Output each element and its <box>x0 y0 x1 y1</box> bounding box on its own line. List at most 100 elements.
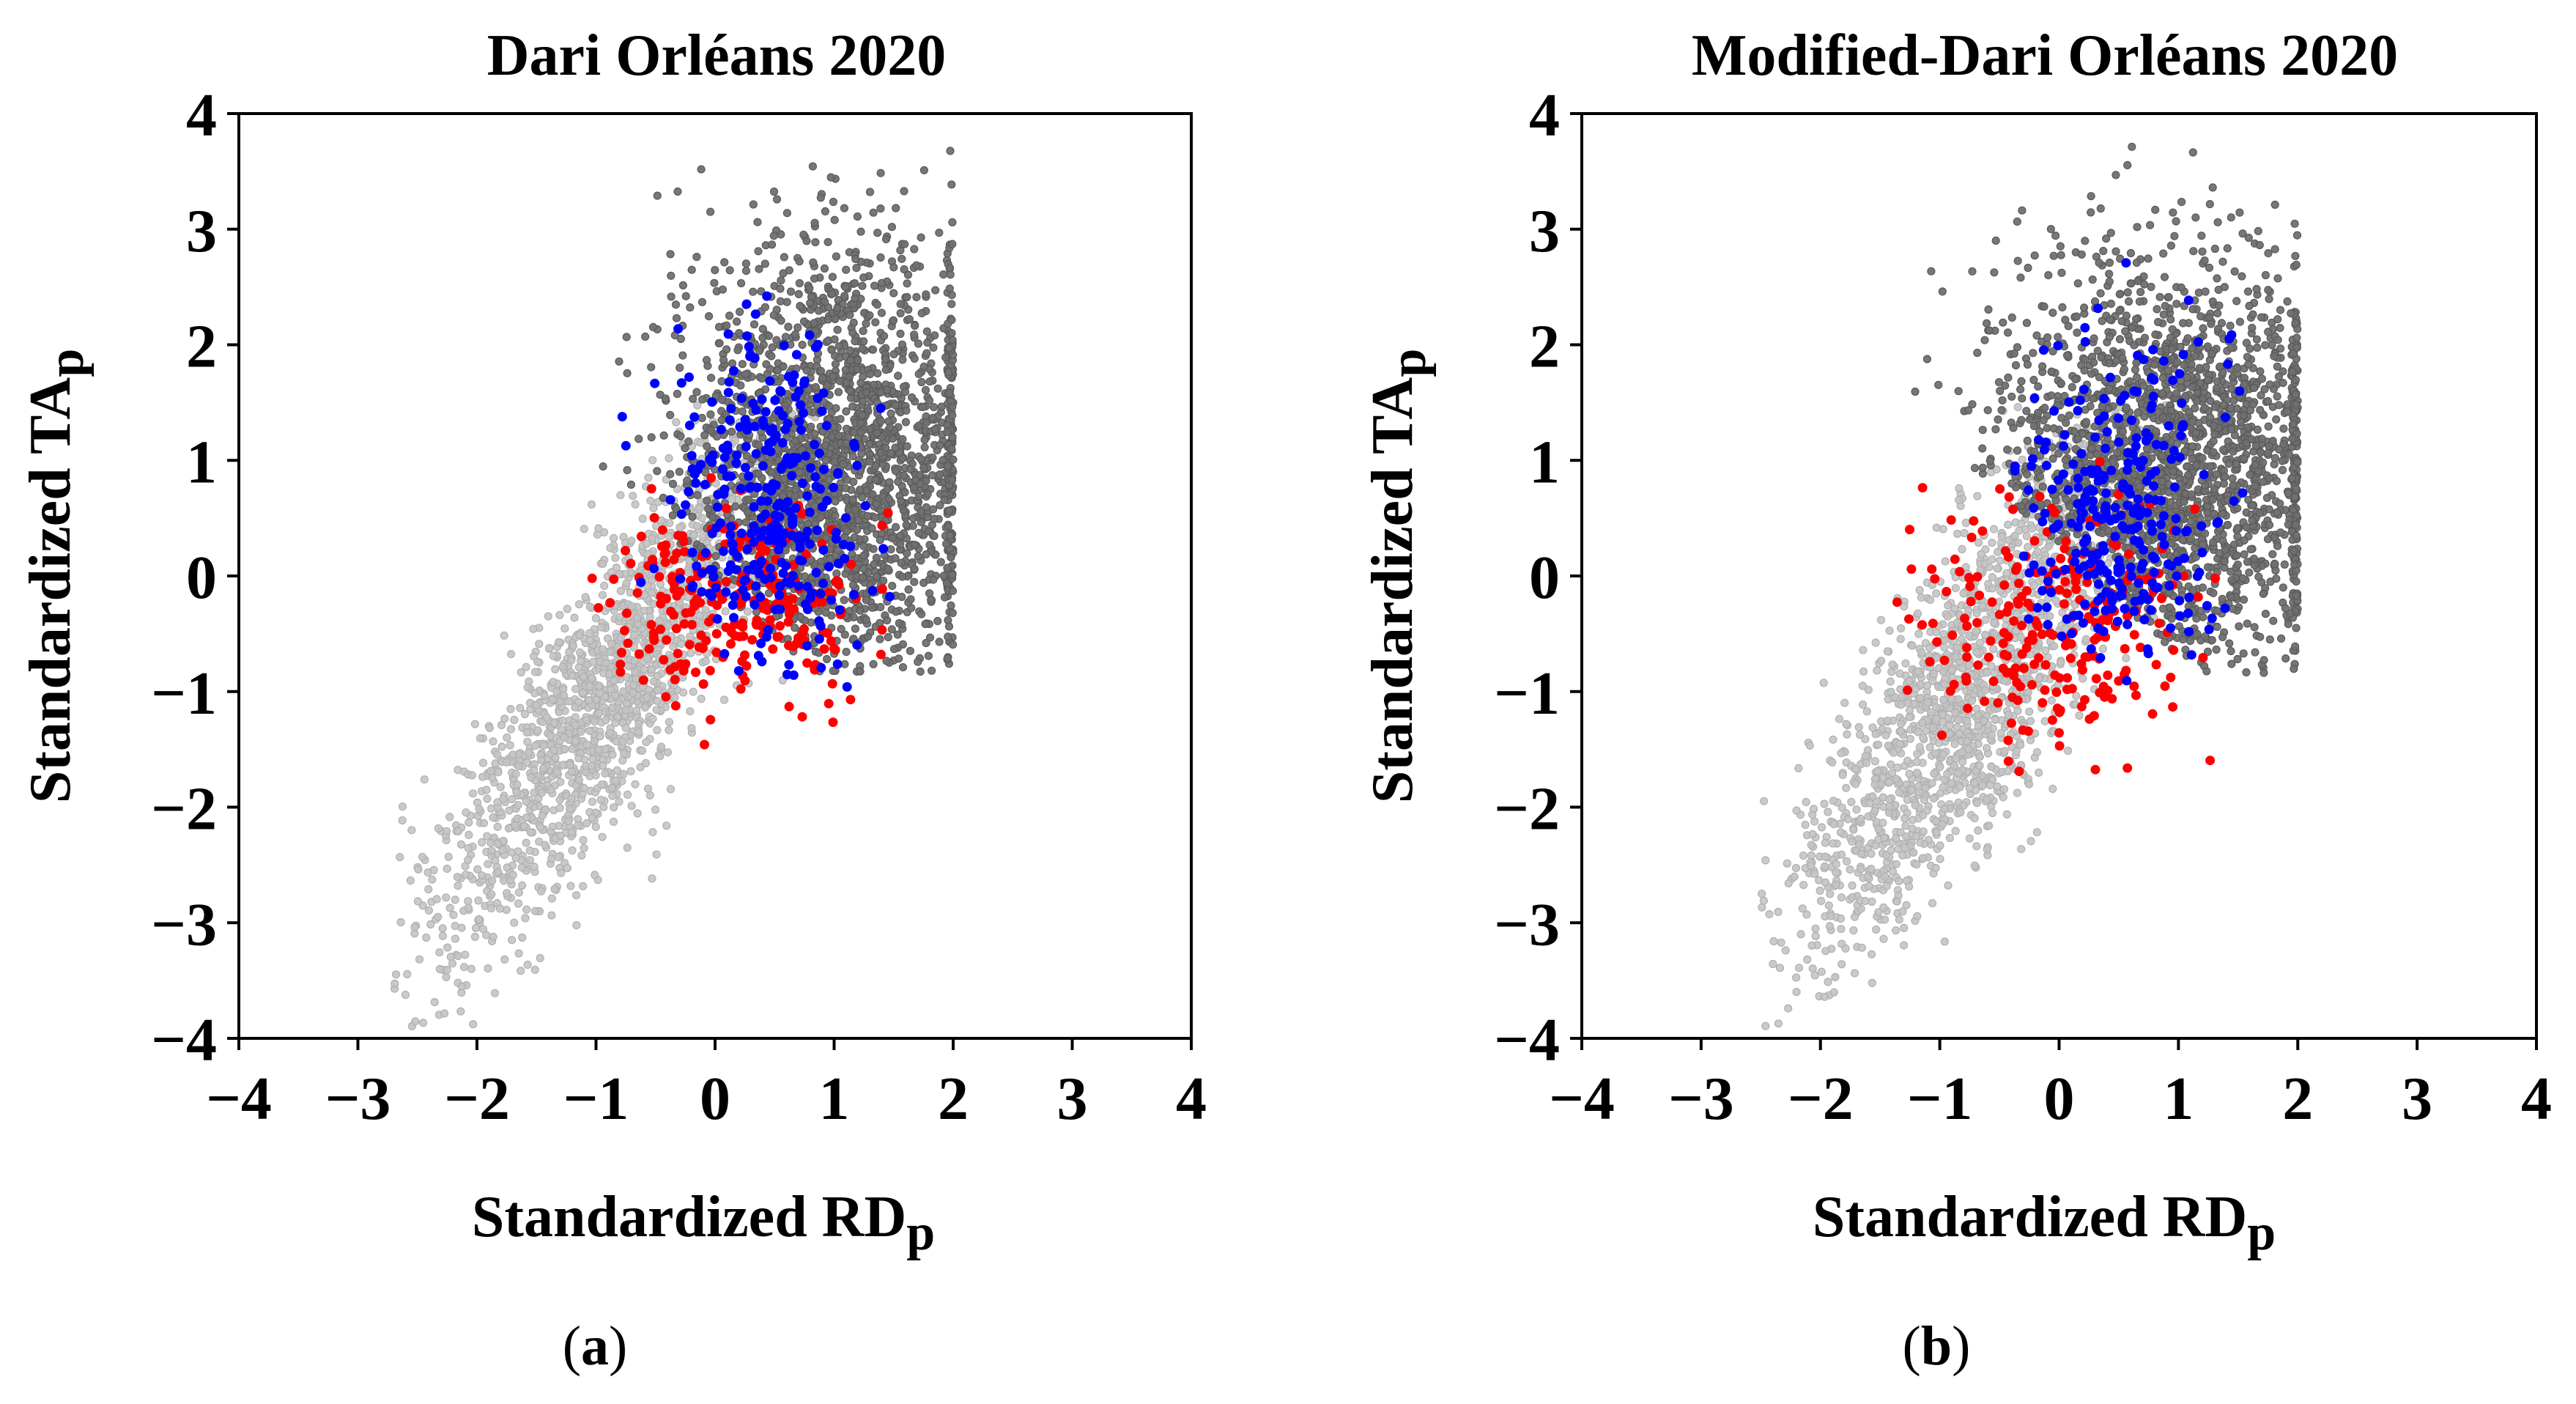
scatter-point-dark <box>683 476 692 485</box>
scatter-point-light <box>521 914 530 923</box>
scatter-point-light <box>475 804 484 813</box>
scatter-point-light <box>401 990 410 1000</box>
scatter-point-dark <box>834 342 843 351</box>
scatter-point-dark <box>925 377 934 386</box>
scatter-point-dark <box>810 429 819 438</box>
scatter-point-dark <box>945 264 955 273</box>
scatter-point-dark <box>735 307 744 317</box>
scatter-point-blue <box>811 567 821 577</box>
scatter-point-light <box>585 629 594 638</box>
scatter-point-dark <box>948 411 957 420</box>
scatter-point-dark <box>892 204 900 213</box>
scatter-point-dark <box>755 347 763 355</box>
scatter-point-light <box>438 924 447 933</box>
scatter-point-dark <box>794 289 803 298</box>
scatter-point-dark <box>939 270 948 279</box>
scatter-point-dark <box>858 396 867 406</box>
scatter-point-blue <box>650 378 660 388</box>
scatter-point-light <box>611 776 621 785</box>
scatter-point-dark <box>946 270 955 279</box>
scatter-point-dark <box>936 440 944 450</box>
x-tick-label: 4 <box>1176 1065 1207 1133</box>
scatter-point-dark <box>917 610 926 618</box>
scatter-point-dark <box>944 368 953 377</box>
scatter-point-blue <box>773 523 783 533</box>
scatter-point-light <box>580 525 588 533</box>
scatter-point-light <box>582 740 591 749</box>
scatter-point-light <box>599 528 609 537</box>
scatter-point-dark <box>824 475 834 484</box>
scatter-point-dark <box>758 374 766 383</box>
scatter-point-light <box>697 694 706 703</box>
scatter-point-dark <box>634 435 643 443</box>
scatter-point-dark <box>647 433 656 442</box>
scatter-point-red <box>876 649 886 659</box>
scatter-point-light <box>663 748 673 757</box>
panel-b-plot-area <box>1580 112 2538 1040</box>
scatter-point-light <box>1837 850 1846 859</box>
scatter-point-light <box>577 727 585 736</box>
scatter-point-light <box>574 821 582 830</box>
scatter-point-light <box>497 720 506 730</box>
scatter-point-light <box>594 524 603 533</box>
scatter-point-dark <box>785 266 793 275</box>
scatter-point-light <box>1932 523 1941 532</box>
scatter-point-blue <box>718 546 728 556</box>
scatter-point-light <box>572 920 581 930</box>
scatter-point-dark <box>777 276 785 285</box>
scatter-point-dark <box>854 516 863 525</box>
scatter-point-dark <box>889 289 898 298</box>
scatter-point-blue <box>852 640 862 650</box>
scatter-point-dark <box>891 467 900 476</box>
scatter-point-dark <box>840 596 848 605</box>
scatter-point-dark <box>884 564 892 574</box>
scatter-point-red <box>705 665 715 676</box>
scatter-point-light <box>1821 862 1829 871</box>
scatter-point-red <box>684 640 695 650</box>
scatter-point-dark <box>681 443 689 453</box>
scatter-point-dark <box>615 357 623 366</box>
scatter-point-light <box>415 955 424 964</box>
scatter-point-light <box>567 656 576 665</box>
scatter-point-light <box>484 964 492 973</box>
scatter-point-dark <box>703 496 711 505</box>
scatter-point-blue <box>726 522 736 531</box>
scatter-point-blue <box>686 451 697 461</box>
scatter-point-light <box>571 721 580 730</box>
scatter-point-dark <box>922 327 931 336</box>
scatter-point-light <box>632 706 641 715</box>
scatter-point-red <box>587 573 597 583</box>
panel-a-x-axis-label: Standardized RDp <box>472 1185 935 1261</box>
scatter-point-blue <box>800 451 810 461</box>
scatter-point-light <box>522 728 531 737</box>
scatter-point-light <box>598 591 607 599</box>
scatter-point-light <box>508 936 517 945</box>
scatter-point-light <box>632 674 640 683</box>
scatter-point-light <box>596 795 605 805</box>
scatter-point-dark <box>684 437 693 446</box>
scatter-point-dark <box>919 166 929 174</box>
scatter-point-dark <box>830 335 839 344</box>
scatter-point-red <box>698 679 708 689</box>
scatter-point-light <box>607 783 616 793</box>
scatter-point-dark <box>796 302 804 311</box>
scatter-point-blue <box>744 341 754 352</box>
scatter-point-dark <box>750 320 759 329</box>
scatter-point-blue <box>705 565 715 574</box>
scatter-point-dark <box>758 333 767 342</box>
scatter-point-blue <box>775 581 785 591</box>
scatter-point-dark <box>717 377 726 386</box>
scatter-point-dark <box>884 495 893 503</box>
panel-b: Modified-Dari Orléans 2020 −4 −3 −2 −1 0 1 2 3 4… <box>1361 23 2552 1377</box>
scatter-point-dark <box>943 654 952 663</box>
scatter-point-red <box>626 558 636 569</box>
scatter-point-dark <box>826 173 835 182</box>
scatter-point-light <box>513 780 522 789</box>
scatter-point-dark <box>896 539 905 549</box>
scatter-point-light <box>579 882 588 890</box>
scatter-point-light <box>530 965 539 975</box>
scatter-point-dark <box>867 524 876 533</box>
scatter-point-light <box>530 766 538 775</box>
scatter-point-red <box>636 531 646 542</box>
scatter-point-light <box>643 654 652 663</box>
